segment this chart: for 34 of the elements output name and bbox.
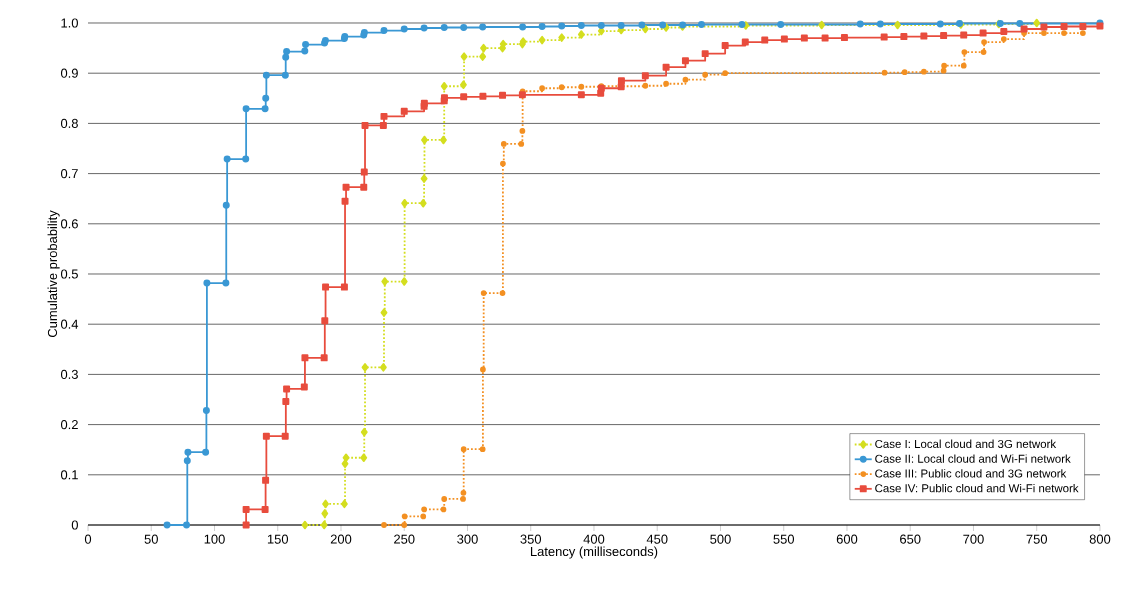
- y-tick-label: 0.6: [60, 219, 78, 229]
- x-tick-label: 500: [710, 534, 731, 544]
- x-axis-title: Latency (milliseconds): [530, 546, 658, 559]
- x-tick-label: 0: [84, 534, 92, 544]
- x-tick-label: 600: [836, 534, 858, 544]
- x-tick-label: 400: [583, 534, 605, 544]
- legend-label: Case IV: Public cloud and Wi-Fi network: [875, 483, 1079, 493]
- y-tick-label: 0.4: [60, 319, 79, 329]
- legend-label: Case II: Local cloud and Wi-Fi network: [875, 454, 1071, 463]
- x-tick-label: 650: [900, 534, 921, 544]
- x-tick-label: 700: [963, 534, 984, 544]
- x-tick-label: 300: [457, 534, 478, 544]
- y-tick-label: 0.5: [60, 269, 78, 279]
- y-tick-label: 0.1: [60, 470, 78, 480]
- x-tick-label: 800: [1089, 534, 1111, 544]
- y-axis-title: Cumulative probability: [47, 210, 60, 338]
- legend-label: Case I: Local cloud and 3G network: [875, 439, 1057, 448]
- legend-label: Case III: Public cloud and 3G network: [875, 469, 1067, 478]
- x-tick-label: 750: [1026, 534, 1048, 544]
- x-tick-label: 100: [204, 534, 225, 544]
- x-tick-label: 350: [520, 534, 542, 544]
- y-tick-label: 0.3: [60, 369, 78, 379]
- y-tick-label: 0: [71, 520, 78, 530]
- y-tick-label: 1.0: [61, 18, 78, 28]
- y-tick-label: 0.9: [60, 68, 78, 78]
- y-tick-label: 0.7: [60, 169, 78, 179]
- y-tick-label: 0.8: [60, 118, 78, 128]
- x-tick-label: 150: [267, 534, 289, 544]
- x-tick-label: 550: [773, 534, 795, 544]
- x-tick-label: 50: [144, 534, 158, 544]
- y-tick-label: 0.2: [60, 420, 78, 430]
- x-tick-label: 200: [330, 534, 352, 544]
- x-tick-label: 250: [394, 534, 415, 544]
- x-tick-label: 450: [646, 534, 668, 544]
